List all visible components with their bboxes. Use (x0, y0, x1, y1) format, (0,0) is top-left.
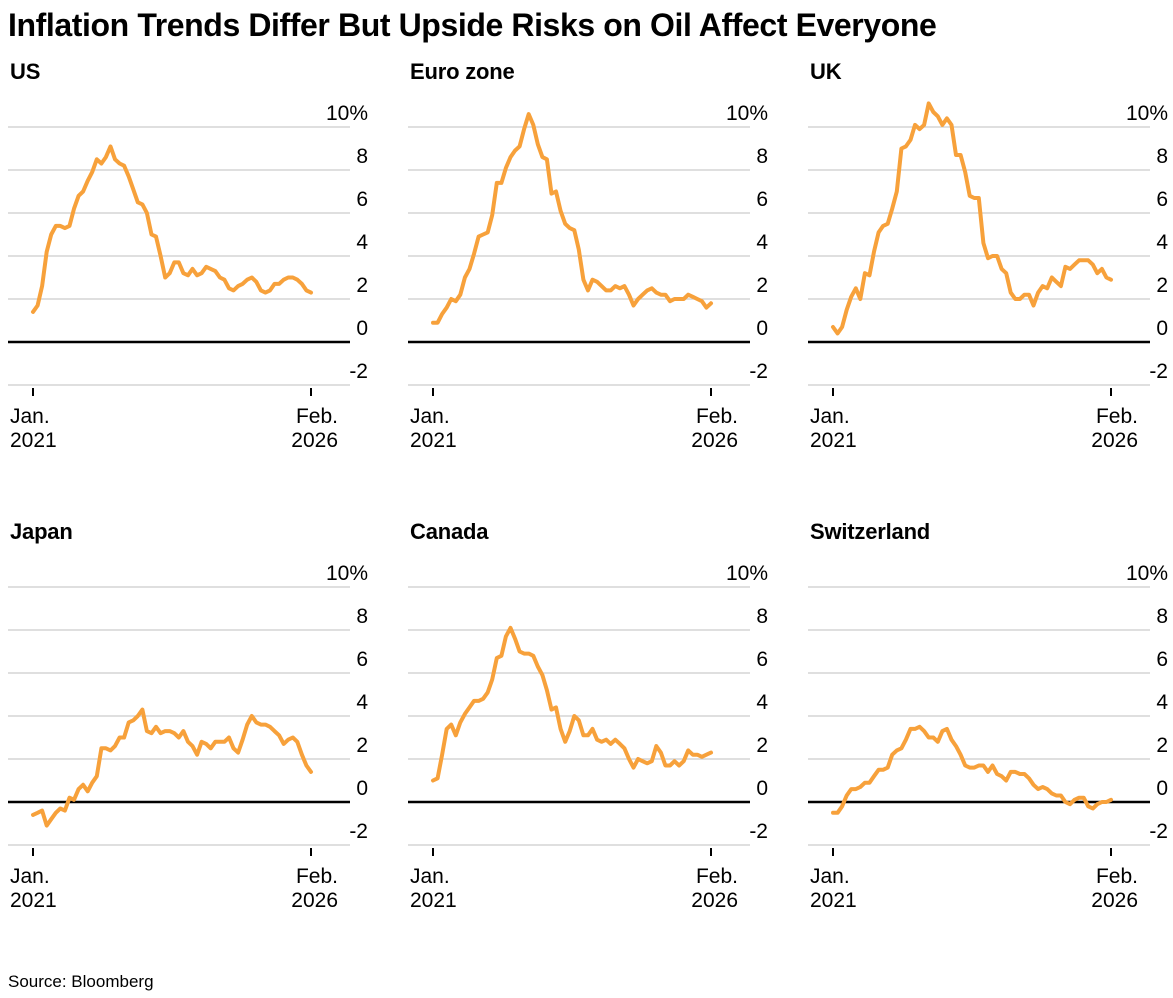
y-tick-label: 6 (1156, 648, 1168, 671)
x-tick-label: 2021 (410, 429, 457, 452)
uk-line-chart: 10% 8 6 4 2 0 -2 Jan. 2021 Feb. 2026 (808, 97, 1170, 460)
chart-cell-uk: UK 10% 8 6 4 2 0 -2 Jan. 2021 Feb. 2026 (808, 57, 1170, 460)
x-tick-label: Feb. (1096, 865, 1138, 888)
x-tick-label: 2026 (291, 889, 338, 912)
y-tick-label: 2 (356, 274, 368, 297)
x-tick-label: Feb. (696, 405, 738, 428)
y-tick-label: -2 (1149, 360, 1168, 383)
y-tick-label: -2 (749, 820, 768, 843)
y-tick-label: 6 (756, 188, 768, 211)
x-tick-label: 2026 (1091, 429, 1138, 452)
chart-cell-switzerland: Switzerland 10% 8 6 4 2 0 -2 Jan. 2021 Feb. 2026 (808, 517, 1170, 920)
y-tick-label: 10% (326, 562, 368, 585)
y-tick-label: 4 (356, 691, 368, 714)
page-title: Inflation Trends Differ But Upside Risks… (8, 7, 937, 43)
y-tick-label: 6 (356, 188, 368, 211)
x-tick-label: Feb. (296, 865, 338, 888)
y-tick-label: 10% (326, 102, 368, 125)
chart-title-switzerland: Switzerland (810, 519, 931, 545)
x-tick-label: Jan. (410, 865, 450, 888)
x-tick-label: Jan. (810, 865, 850, 888)
y-tick-label: 0 (1156, 777, 1168, 800)
y-tick-label: -2 (749, 360, 768, 383)
x-tick-label: Jan. (410, 405, 450, 428)
y-tick-label: 4 (756, 231, 768, 254)
line-chart-svg: 10% 8 6 4 2 0 -2 Jan.2021 Feb.2026 (8, 562, 368, 912)
euro-zone-line-chart: 10% 8 6 4 2 0 -2 Jan. 2021 Feb. 2026 (408, 97, 770, 460)
y-tick-label: 10% (726, 562, 768, 585)
x-tick-label: Jan. (10, 865, 50, 888)
y-tick-label: 4 (356, 231, 368, 254)
y-tick-label: 2 (756, 274, 768, 297)
japan-line-chart: 10% 8 6 4 2 0 -2 Jan. 2021 Feb. 2026 (8, 557, 370, 920)
line-chart-svg: 10% 8 6 4 2 0 -2 Jan.2021 Feb.2026 (408, 102, 768, 452)
y-tick-label: 6 (1156, 188, 1168, 211)
y-tick-label: 0 (356, 777, 368, 800)
source-credit: Source: Bloomberg (8, 972, 154, 992)
x-tick-label: Feb. (696, 865, 738, 888)
x-tick-label: 2021 (810, 889, 857, 912)
y-tick-label: 6 (356, 648, 368, 671)
y-tick-label: 0 (756, 777, 768, 800)
y-tick-label: 8 (1156, 605, 1168, 628)
y-tick-label: 8 (356, 145, 368, 168)
line-chart-svg: 10% 8 6 4 2 0 -2 Jan.2021 Feb.2026 (808, 101, 1168, 452)
y-tick-label: 0 (356, 317, 368, 340)
y-tick-label: 8 (756, 145, 768, 168)
inflation-line (431, 112, 713, 325)
x-tick-label: 2026 (1091, 889, 1138, 912)
x-tick-label: Feb. (1096, 405, 1138, 428)
line-chart-svg: 10% 8 6 4 2 0 -2 Jan.2021 Feb.2026 (408, 562, 768, 912)
y-tick-label: 10% (726, 102, 768, 125)
y-tick-label: 8 (756, 605, 768, 628)
x-tick-label: 2026 (291, 429, 338, 452)
y-tick-label: -2 (1149, 820, 1168, 843)
inflation-line (431, 626, 713, 783)
inflation-line (31, 144, 313, 315)
y-tick-label: 10% (1126, 562, 1168, 585)
y-tick-label: 6 (756, 648, 768, 671)
chart-cell-us: US 10% 8 6 4 2 0 -2 Jan. 2021 Feb. 2026 (8, 57, 370, 460)
y-tick-label: 0 (756, 317, 768, 340)
x-tick-label: 2021 (810, 429, 857, 452)
chart-title-us: US (10, 59, 41, 85)
chart-title-canada: Canada (410, 519, 489, 545)
chart-title-euro-zone: Euro zone (410, 59, 515, 85)
chart-title-japan: Japan (10, 519, 73, 545)
chart-title-uk: UK (810, 59, 842, 85)
inflation-line (31, 707, 313, 828)
y-tick-label: 8 (1156, 145, 1168, 168)
x-tick-label: Jan. (10, 405, 50, 428)
y-tick-label: 4 (1156, 691, 1168, 714)
y-tick-label: 2 (756, 734, 768, 757)
inflation-line (831, 724, 1113, 815)
y-tick-label: -2 (349, 360, 368, 383)
us-line-chart: 10% 8 6 4 2 0 -2 Jan. 2021 Feb. 2026 (8, 97, 370, 460)
x-tick-label: Feb. (296, 405, 338, 428)
y-tick-label: 10% (1126, 102, 1168, 125)
small-multiples-grid: US 10% 8 6 4 2 0 -2 Jan. 2021 Feb. 2026 Euro zone … (8, 57, 1173, 920)
chart-cell-japan: Japan 10% 8 6 4 2 0 -2 Jan. 2021 Feb. 2026 (8, 517, 370, 920)
switzerland-line-chart: 10% 8 6 4 2 0 -2 Jan. 2021 Feb. 2026 (808, 557, 1170, 920)
y-tick-label: 8 (356, 605, 368, 628)
line-chart-svg: 10% 8 6 4 2 0 -2 Jan.2021 Feb.2026 (808, 562, 1168, 912)
y-tick-label: 4 (1156, 231, 1168, 254)
y-tick-label: -2 (349, 820, 368, 843)
canada-line-chart: 10% 8 6 4 2 0 -2 Jan. 2021 Feb. 2026 (408, 557, 770, 920)
x-tick-label: Jan. (810, 405, 850, 428)
line-chart-svg: 10% 8 6 4 2 0 -2 Jan.2021 Feb.2026 (8, 102, 368, 452)
x-tick-label: 2021 (10, 889, 57, 912)
inflation-line (831, 101, 1113, 336)
x-tick-label: 2021 (410, 889, 457, 912)
x-tick-label: 2021 (10, 429, 57, 452)
x-tick-label: 2026 (691, 889, 738, 912)
y-tick-label: 4 (756, 691, 768, 714)
x-tick-label: 2026 (691, 429, 738, 452)
chart-cell-euro-zone: Euro zone 10% 8 6 4 2 0 -2 Jan. 2021 Feb. 2026 (408, 57, 770, 460)
chart-cell-canada: Canada 10% 8 6 4 2 0 -2 Jan. 2021 Feb. 2026 (408, 517, 770, 920)
y-tick-label: 2 (1156, 734, 1168, 757)
y-tick-label: 2 (1156, 274, 1168, 297)
y-tick-label: 0 (1156, 317, 1168, 340)
y-tick-label: 2 (356, 734, 368, 757)
